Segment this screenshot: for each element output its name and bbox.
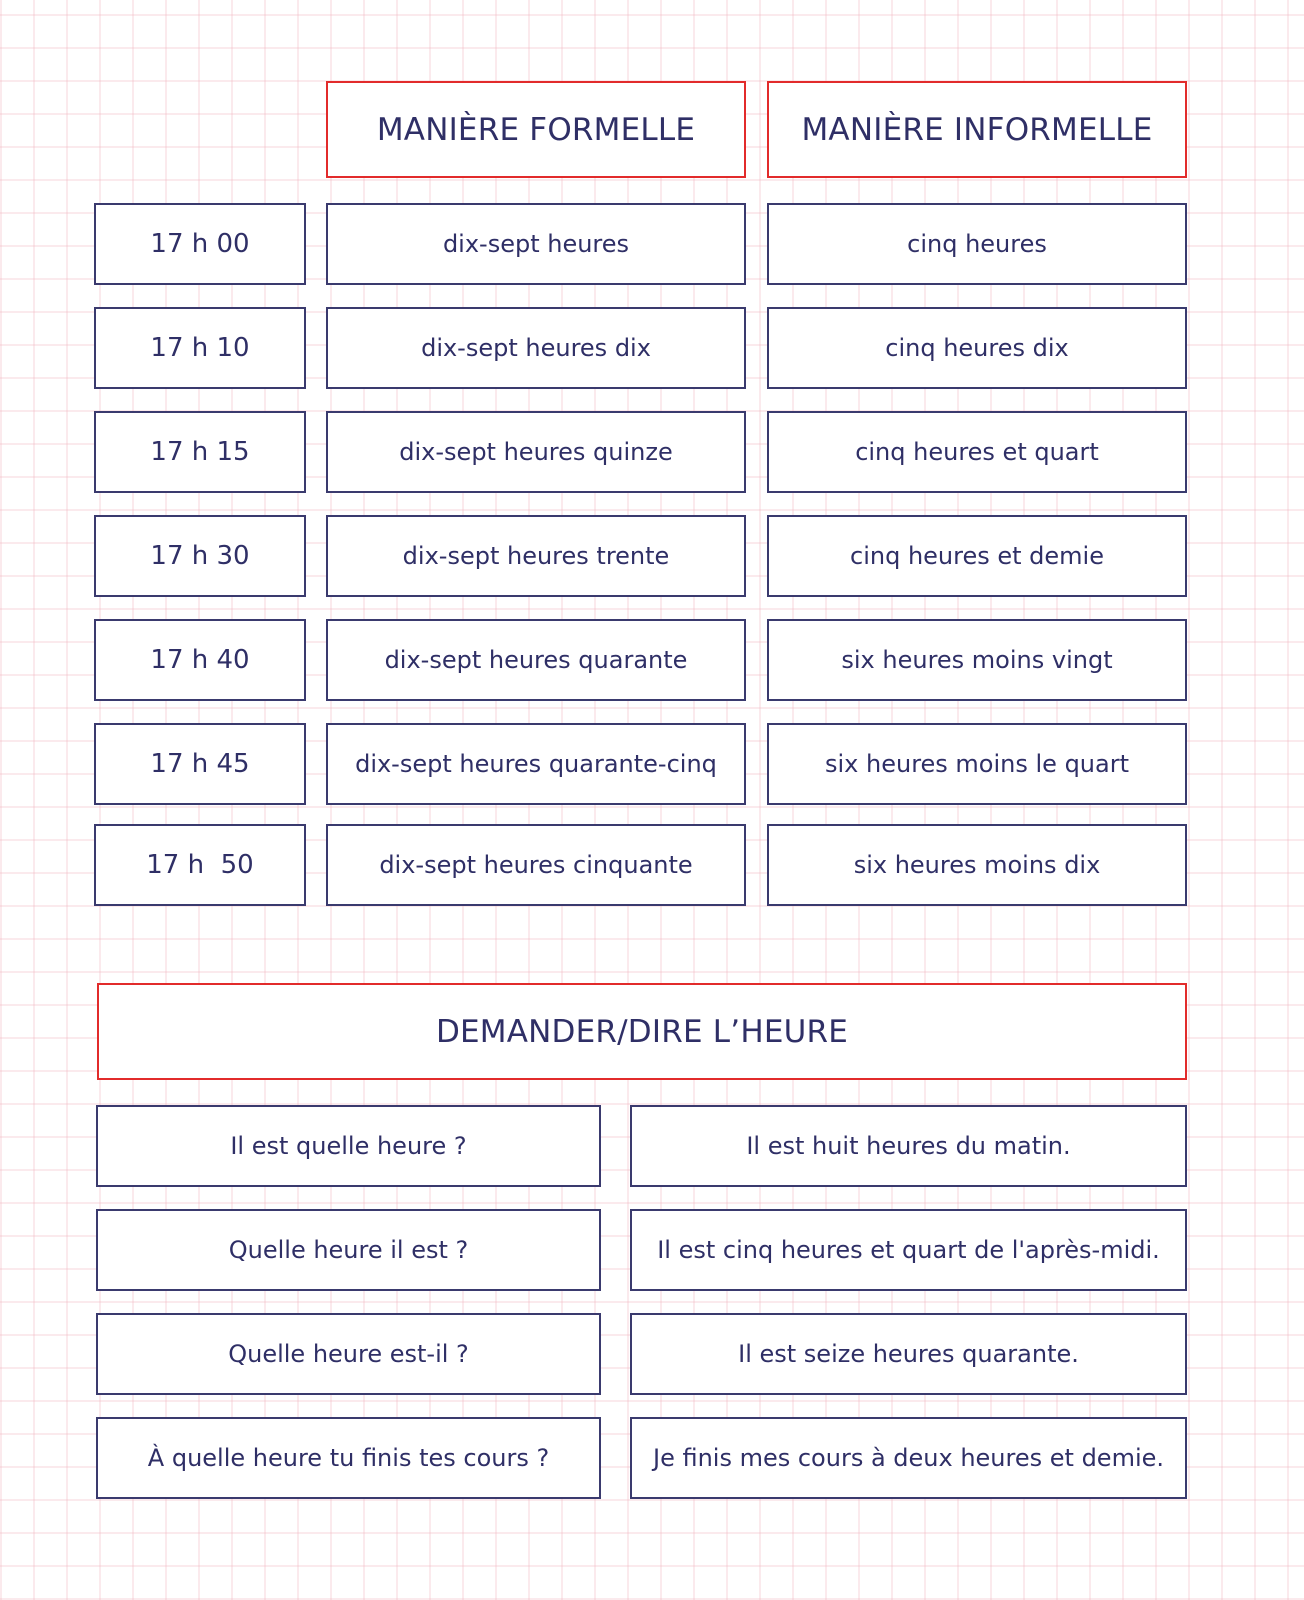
formal-cell: dix-sept heures quinze [326,411,746,493]
answer-cell: Il est seize heures quarante. [630,1313,1187,1395]
header-informal: MANIÈRE INFORMELLE [767,81,1187,178]
header-ask-tell-time: DEMANDER/DIRE L’HEURE [97,983,1187,1080]
time-cell: 17 h 00 [94,203,306,285]
informal-cell: cinq heures et quart [767,411,1187,493]
formal-cell: dix-sept heures dix [326,307,746,389]
question-cell: Quelle heure il est ? [96,1209,601,1291]
formal-cell: dix-sept heures cinquante [326,824,746,906]
question-cell: À quelle heure tu finis tes cours ? [96,1417,601,1499]
formal-cell: dix-sept heures trente [326,515,746,597]
informal-cell: six heures moins dix [767,824,1187,906]
time-cell: 17 h 50 [94,824,306,906]
informal-cell: cinq heures dix [767,307,1187,389]
answer-cell: Je finis mes cours à deux heures et demi… [630,1417,1187,1499]
informal-cell: cinq heures et demie [767,515,1187,597]
formal-cell: dix-sept heures quarante [326,619,746,701]
formal-cell: dix-sept heures quarante-cinq [326,723,746,805]
answer-cell: Il est huit heures du matin. [630,1105,1187,1187]
informal-cell: six heures moins le quart [767,723,1187,805]
question-cell: Il est quelle heure ? [96,1105,601,1187]
answer-cell: Il est cinq heures et quart de l'après-m… [630,1209,1187,1291]
informal-cell: cinq heures [767,203,1187,285]
time-cell: 17 h 10 [94,307,306,389]
question-cell: Quelle heure est-il ? [96,1313,601,1395]
formal-cell: dix-sept heures [326,203,746,285]
header-formal: MANIÈRE FORMELLE [326,81,746,178]
informal-cell: six heures moins vingt [767,619,1187,701]
time-cell: 17 h 15 [94,411,306,493]
time-cell: 17 h 30 [94,515,306,597]
time-cell: 17 h 45 [94,723,306,805]
time-cell: 17 h 40 [94,619,306,701]
